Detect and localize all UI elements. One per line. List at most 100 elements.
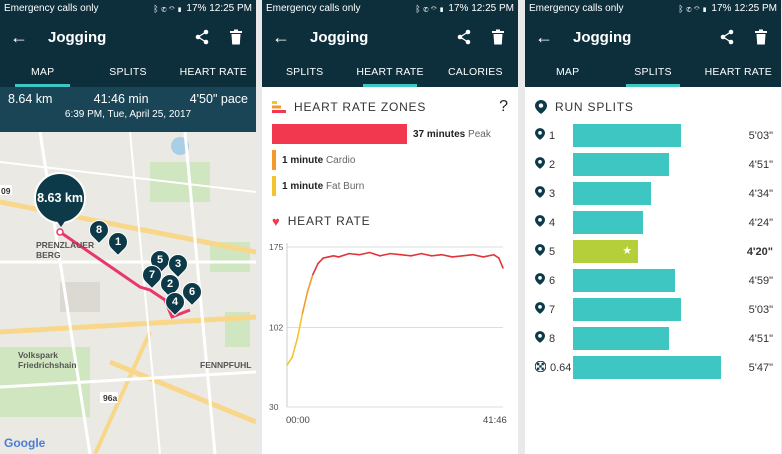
split-marker-label: 7 — [148, 269, 156, 281]
share-icon[interactable] — [454, 27, 474, 47]
activity-title: Jogging — [48, 28, 107, 46]
map-background — [0, 132, 256, 454]
heart-rate-line-segment — [420, 252, 433, 257]
arrow-left-icon[interactable]: ← — [10, 26, 28, 47]
tab-splits[interactable]: SPLITS — [285, 66, 324, 78]
heart-rate-line-segment — [430, 253, 443, 257]
split-label: 7 — [535, 302, 573, 317]
split-row[interactable]: 8 4'51" — [525, 324, 781, 353]
heart-rate-line-segment — [461, 253, 474, 257]
zone-name: Cardio — [325, 154, 356, 166]
carrier-text: Emergency calls only — [529, 3, 624, 14]
zones-icon — [272, 101, 286, 113]
tab-splits[interactable]: SPLITS — [109, 66, 147, 78]
split-row[interactable]: 6 4'59" — [525, 266, 781, 295]
split-row[interactable]: 4 4'24" — [525, 208, 781, 237]
clock-text: 12:25 PM — [734, 3, 777, 14]
map-screen: Emergency calls only ᛒ ✆ ⌔ ▮ 17% 12:25 P… — [0, 0, 256, 454]
splits-screen: Emergency calls only ᛒ ✆ ⌔ ▮ 17% 12:25 P… — [525, 0, 781, 454]
heart-icon: ♥ — [272, 213, 280, 229]
heart-rate-line-segment — [482, 253, 495, 258]
split-pace: 4'59" — [748, 274, 773, 287]
split-number: 8 — [549, 332, 556, 345]
route-map[interactable]: 8.63 km 8 1 5 3 7 2 4 6 PRENZLAUER BERG … — [0, 132, 256, 454]
tab-map[interactable]: MAP — [0, 57, 85, 87]
trash-icon[interactable] — [751, 27, 771, 47]
zone-row: 1 minute Fat Burn — [262, 173, 518, 199]
pace-value: 4'50" pace — [189, 92, 248, 106]
arrow-left-icon[interactable]: ← — [535, 26, 553, 47]
tab-heart-rate[interactable]: HEART RATE — [179, 66, 247, 78]
location-pin-icon — [535, 244, 545, 259]
heart-rate-header: ♥ HEART RATE — [262, 207, 518, 235]
split-number: 4 — [549, 216, 556, 229]
best-split-bar: ★ — [573, 240, 639, 263]
share-icon[interactable] — [717, 27, 737, 47]
app-bar: ← Jogging — [262, 17, 518, 57]
location-pin-icon — [535, 128, 545, 143]
zone-bar — [272, 150, 277, 170]
split-row[interactable]: 1 5'03" — [525, 121, 781, 150]
tab-calories[interactable]: CALORIES — [447, 66, 503, 78]
zone-label: 1 minute Cardio — [282, 155, 355, 166]
tab-splits[interactable]: SPLITS — [610, 57, 695, 87]
heart-rate-line-segment — [399, 253, 412, 257]
tab-map[interactable]: MAP — [555, 66, 580, 78]
map-label: 96a — [103, 393, 118, 403]
split-label: 8 — [535, 331, 573, 346]
status-icons: ᛒ ✆ ⌔ ▮ — [415, 3, 445, 14]
finish-flag-icon — [534, 360, 547, 375]
activity-title: Jogging — [573, 28, 632, 46]
split-row[interactable]: 7 5'03" — [525, 295, 781, 324]
distance-marker[interactable]: 8.63 km — [34, 172, 86, 227]
heart-rate-line-segment — [348, 252, 361, 256]
y-tick-label: 102 — [269, 323, 283, 333]
heart-rate-line-segment — [498, 257, 504, 269]
split-marker-label: 2 — [166, 278, 174, 290]
split-pace: 4'34" — [748, 187, 773, 200]
activity-title: Jogging — [310, 28, 369, 46]
split-number: 6 — [549, 274, 556, 287]
split-row[interactable]: 3 4'34" — [525, 179, 781, 208]
heart-rate-line-segment — [322, 256, 330, 259]
heart-rate-line-segment — [492, 253, 500, 259]
split-pace: 4'51" — [748, 158, 773, 171]
split-label: 6 — [535, 273, 573, 288]
tab-heart-rate[interactable]: HEART RATE — [347, 57, 432, 87]
split-row[interactable]: 2 4'51" — [525, 150, 781, 179]
split-label: 3 — [535, 186, 573, 201]
split-bar — [573, 153, 670, 176]
split-row[interactable]: 5 ★ 4'20" — [525, 237, 781, 266]
split-pace: 4'20" — [746, 245, 773, 258]
trash-icon[interactable] — [226, 27, 246, 47]
share-icon[interactable] — [192, 27, 212, 47]
activity-datetime: 6:39 PM, Tue, April 25, 2017 — [64, 109, 192, 120]
heart-rate-chart[interactable]: 175 102 30 00:00 41:46 — [262, 235, 518, 435]
trash-icon[interactable] — [488, 27, 508, 47]
split-row[interactable]: 0.64 5'47" — [525, 353, 781, 382]
heart-rate-line-segment — [327, 255, 335, 258]
arrow-left-icon[interactable]: ← — [272, 26, 290, 47]
clock-text: 12:25 PM — [209, 3, 252, 14]
x-tick-label: 41:46 — [483, 415, 507, 426]
y-tick-label: 175 — [269, 242, 283, 252]
zones-list: 37 minutes Peak 1 minute Cardio 1 minute… — [262, 121, 518, 199]
split-bar — [573, 211, 643, 234]
split-pace: 5'47" — [748, 361, 773, 374]
tab-heart-rate[interactable]: HEART RATE — [704, 66, 772, 78]
zones-header: HEART RATE ZONES ? — [262, 93, 518, 121]
heart-rate-line-segment — [368, 251, 381, 257]
splits-header: RUN SPLITS — [525, 93, 781, 121]
heart-rate-line-segment — [472, 253, 485, 258]
split-bar — [573, 298, 682, 321]
zones-title: HEART RATE ZONES — [294, 100, 427, 114]
split-number: 2 — [549, 158, 556, 171]
star-icon: ★ — [622, 245, 633, 257]
zone-minutes: 1 minute — [282, 154, 324, 166]
heart-rate-line-segment — [296, 312, 304, 340]
heart-rate-line-segment — [312, 262, 319, 276]
zone-minutes: 37 minutes — [413, 128, 466, 140]
status-bar: Emergency calls only ᛒ ✆ ⌔ ▮ 17% 12:25 P… — [262, 0, 518, 17]
help-icon[interactable]: ? — [499, 98, 508, 115]
split-label: 4 — [535, 215, 573, 230]
